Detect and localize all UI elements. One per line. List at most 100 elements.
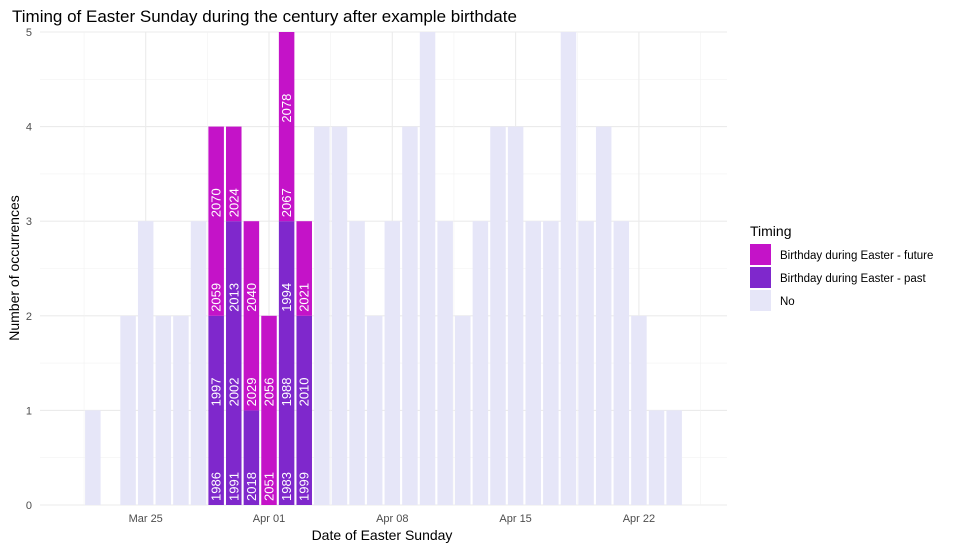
bar-segment-past xyxy=(208,315,224,505)
x-tick-label: Apr 22 xyxy=(623,513,655,525)
bar-year-label: 2067 xyxy=(279,188,294,217)
x-tick-label: Apr 15 xyxy=(499,513,531,525)
bar-year-label: 2078 xyxy=(279,94,294,123)
y-axis-title: Number of occurrences xyxy=(6,195,22,341)
bar-year-label: 2059 xyxy=(209,283,224,312)
bar-year-label: 2013 xyxy=(226,283,241,312)
bar-stack xyxy=(120,315,136,505)
bar-segment-no xyxy=(613,221,630,505)
bar-stack: 1999 2010 2021 xyxy=(296,221,312,505)
bar-segment-past xyxy=(296,315,312,505)
x-tick-label: Apr 08 xyxy=(376,513,408,525)
bar-year-label: 2029 xyxy=(244,377,259,406)
bar-segment-no xyxy=(525,221,541,505)
bar-year-label: 2018 xyxy=(244,472,259,501)
y-tick-label: 0 xyxy=(26,500,32,512)
bar-stack xyxy=(366,315,383,505)
bar-segment-future xyxy=(296,221,312,316)
bar-stack: 1986 1997 2059 2070 xyxy=(208,126,224,505)
bar-segment-no xyxy=(455,315,471,505)
y-tick-label: 2 xyxy=(26,311,32,323)
bar-segment-no xyxy=(366,315,383,505)
bar-stack xyxy=(402,126,418,505)
bar-year-label: 1994 xyxy=(279,283,294,312)
y-axis: 0 1 2 3 4 5 xyxy=(26,27,32,512)
bar-year-label: 1997 xyxy=(209,377,224,406)
bar-stack xyxy=(314,126,330,505)
bar-segment-future xyxy=(261,315,277,505)
bar-segment-past xyxy=(226,221,242,505)
bar-segment-no xyxy=(384,221,401,505)
bar-stack xyxy=(384,221,401,505)
bar-stack xyxy=(543,221,559,505)
bar-stack xyxy=(85,410,101,505)
bar-segment-no xyxy=(402,126,418,505)
bar-segment-no xyxy=(155,315,172,505)
legend-swatch-no xyxy=(750,290,771,311)
x-axis: Mar 25 Apr 01 Apr 08 Apr 15 Apr 22 xyxy=(129,513,656,525)
bar-stack xyxy=(437,221,453,505)
bar-year-label: 2021 xyxy=(297,283,312,312)
legend: Timing Birthday during Easter - future Bir… xyxy=(750,223,933,311)
bar-segment-past xyxy=(278,221,295,505)
bar-segment-no xyxy=(648,410,665,505)
chart-title: Timing of Easter Sunday during the centu… xyxy=(12,7,517,26)
bar-year-label: 2070 xyxy=(209,188,224,217)
bar-year-label: 2040 xyxy=(244,283,259,312)
bar-year-label: 1991 xyxy=(226,472,241,501)
y-tick-label: 3 xyxy=(26,216,32,228)
bar-segment-no xyxy=(666,410,682,505)
bar-segment-no xyxy=(331,126,348,505)
bar-stack xyxy=(507,126,524,505)
legend-swatch-past xyxy=(750,267,771,288)
bar-stack xyxy=(455,315,471,505)
bar-segment-no xyxy=(173,315,189,505)
x-tick-label: Apr 01 xyxy=(253,513,285,525)
bar-segment-no xyxy=(578,221,594,505)
bar-segment-no xyxy=(437,221,453,505)
bar-segment-future xyxy=(226,126,242,222)
bar-stack xyxy=(578,221,594,505)
bar-segment-no xyxy=(85,410,101,505)
y-tick-label: 1 xyxy=(26,405,32,417)
x-tick-label: Mar 25 xyxy=(129,513,163,525)
bars-layer: 1986 1997 2059 2070 1991 2002 2013 2024 2018 2029… xyxy=(85,32,682,505)
bar-stack xyxy=(331,126,348,505)
bar-stack xyxy=(472,221,489,505)
bar-segment-future xyxy=(278,32,295,222)
bar-segment-future xyxy=(208,126,224,316)
legend-label-future: Birthday during Easter - future xyxy=(780,250,933,262)
bar-year-label: 1999 xyxy=(297,472,312,501)
bar-year-label: 2010 xyxy=(297,377,312,406)
bar-segment-no xyxy=(472,221,489,505)
y-tick-label: 4 xyxy=(26,122,32,134)
bar-stack xyxy=(648,410,665,505)
bar-segment-no xyxy=(490,126,506,505)
bar-segment-no xyxy=(543,221,559,505)
bar-year-label: 2056 xyxy=(262,377,277,406)
bar-segment-no xyxy=(595,126,612,505)
bar-stack xyxy=(137,221,154,505)
bar-stack xyxy=(349,221,365,505)
bar-stack xyxy=(155,315,172,505)
bar-segment-no xyxy=(631,315,647,505)
bar-segment-no xyxy=(314,126,330,505)
bar-year-label: 1988 xyxy=(279,377,294,406)
bar-stack xyxy=(595,126,612,505)
bar-segment-future xyxy=(243,221,260,411)
bar-year-label: 2024 xyxy=(226,188,241,217)
bar-stack: 1983 1988 1994 2067 2078 xyxy=(278,32,295,505)
bar-segment-no xyxy=(190,221,207,505)
bar-segment-past xyxy=(243,410,260,505)
bar-stack xyxy=(419,32,436,505)
bar-stack xyxy=(560,32,577,505)
legend-label-past: Birthday during Easter - past xyxy=(780,273,927,285)
bar-stack: 2051 2056 xyxy=(261,315,277,505)
legend-title: Timing xyxy=(750,223,792,239)
y-tick-label: 5 xyxy=(26,27,32,39)
bar-stack xyxy=(490,126,506,505)
bar-stack xyxy=(173,315,189,505)
bar-segment-no xyxy=(349,221,365,505)
bar-segment-no xyxy=(560,32,577,505)
